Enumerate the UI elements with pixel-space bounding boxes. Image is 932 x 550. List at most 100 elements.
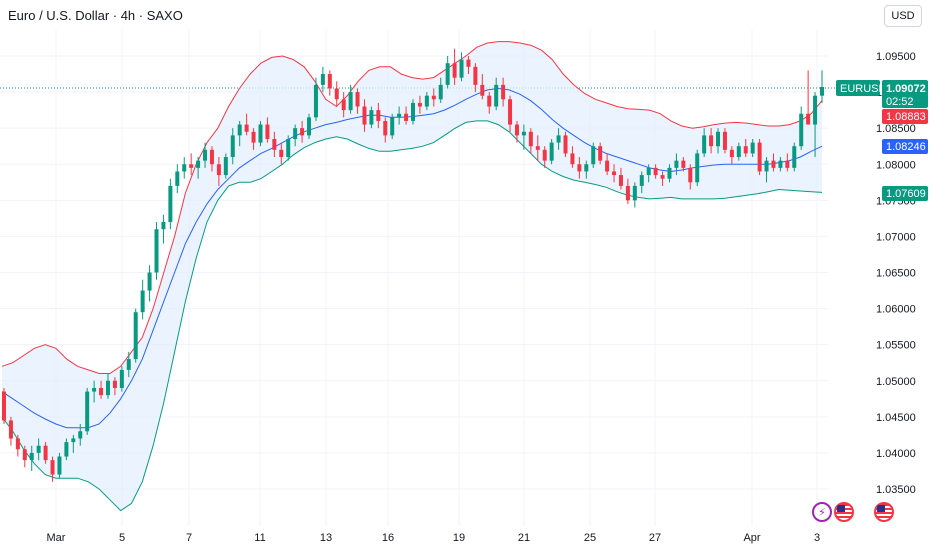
candle-body: [542, 149, 547, 161]
x-tick-label: 16: [382, 532, 394, 544]
candle-body: [709, 135, 714, 147]
candle-body: [508, 99, 513, 125]
candle-body: [272, 138, 277, 150]
upper-band-label: 1.08883: [886, 111, 926, 123]
last-price-label: 1.09072: [886, 83, 926, 95]
candle-body: [785, 160, 790, 168]
candle-body: [514, 124, 519, 136]
candle-body: [15, 438, 20, 450]
candle-body: [702, 135, 707, 154]
candle-body: [473, 66, 478, 85]
candle-body: [327, 74, 332, 89]
candle-body: [417, 102, 422, 107]
candle-body: [50, 460, 55, 475]
candle-body: [112, 380, 117, 388]
x-tick-label: 3: [814, 532, 820, 544]
candle-body: [36, 445, 41, 453]
candle-body: [209, 149, 214, 165]
x-tick-label: 13: [320, 532, 332, 544]
candle-body: [369, 110, 374, 125]
candle-body: [244, 124, 249, 132]
candle-body: [293, 128, 298, 139]
x-tick-label: 19: [453, 532, 465, 544]
candle-body: [355, 92, 360, 107]
candle-body: [528, 131, 533, 147]
x-tick-label: 27: [649, 532, 661, 544]
candle-body: [362, 106, 367, 125]
candle-body: [591, 146, 596, 165]
candle-body: [71, 438, 76, 443]
candle-body: [445, 63, 450, 85]
candle-body: [494, 84, 499, 107]
candle-body: [584, 164, 589, 172]
candle-body: [258, 124, 263, 143]
candle-body: [459, 59, 464, 78]
y-tick-label: 1.04500: [876, 412, 916, 424]
y-tick-label: 1.05000: [876, 376, 916, 388]
candle-body: [639, 175, 644, 186]
x-tick-label: 21: [518, 532, 530, 544]
x-tick-label: Mar: [47, 532, 66, 544]
candle-body: [307, 117, 312, 136]
candle-body: [501, 84, 506, 100]
candle-body: [563, 135, 568, 154]
candle-body: [792, 146, 797, 168]
candle-body: [29, 452, 34, 461]
candle-body: [64, 442, 69, 457]
candle-body: [119, 369, 124, 388]
middle-band-label: 1.08246: [886, 141, 926, 153]
currency-button[interactable]: USD: [884, 5, 922, 27]
candle-body: [612, 171, 617, 176]
candle-body: [466, 59, 471, 67]
us-flag-icon[interactable]: [874, 502, 894, 522]
candle-body: [175, 171, 180, 186]
candle-body: [660, 175, 665, 179]
candle-body: [182, 164, 187, 172]
candle-body: [480, 84, 485, 96]
candle-body: [716, 131, 721, 147]
countdown-label: 02:52: [886, 96, 914, 108]
candle-body: [632, 185, 637, 201]
candle-body: [105, 380, 110, 396]
candle-body: [237, 124, 242, 136]
candle-body: [598, 146, 603, 161]
candle-body: [799, 113, 804, 147]
candle-body: [341, 99, 346, 111]
y-tick-label: 1.06500: [876, 268, 916, 280]
candle-body: [452, 63, 457, 78]
x-tick-label: 25: [584, 532, 596, 544]
x-tick-label: 7: [186, 532, 192, 544]
us-flag-icon[interactable]: [834, 502, 854, 522]
y-tick-label: 1.07000: [876, 231, 916, 243]
candle-body: [646, 167, 651, 176]
candle-body: [300, 128, 305, 136]
candle-body: [216, 164, 221, 176]
y-tick-label: 1.03500: [876, 484, 916, 496]
candle-body: [411, 102, 415, 121]
candle-body: [404, 113, 409, 121]
x-tick-label: 5: [119, 532, 125, 544]
candle-body: [549, 142, 554, 161]
candle-body: [168, 185, 173, 222]
candle-body: [556, 135, 561, 143]
middle-band-tag: [882, 139, 928, 154]
candle-body: [230, 135, 235, 158]
candle-body: [99, 387, 104, 396]
candle-body: [57, 456, 62, 475]
candle-body: [189, 164, 194, 168]
candle-body: [820, 87, 824, 96]
last-price-tag: [882, 80, 928, 108]
candle-body: [535, 146, 540, 150]
candle-body: [334, 88, 339, 100]
candle-body: [750, 142, 755, 154]
x-tick-label: 11: [254, 532, 265, 544]
candle-body: [813, 95, 818, 125]
candle-body: [376, 110, 381, 121]
candle-body: [251, 131, 256, 143]
lightning-icon[interactable]: ⚡: [812, 502, 832, 522]
candle-body: [223, 157, 228, 176]
candle-body: [140, 290, 145, 313]
candle-body: [605, 160, 610, 172]
